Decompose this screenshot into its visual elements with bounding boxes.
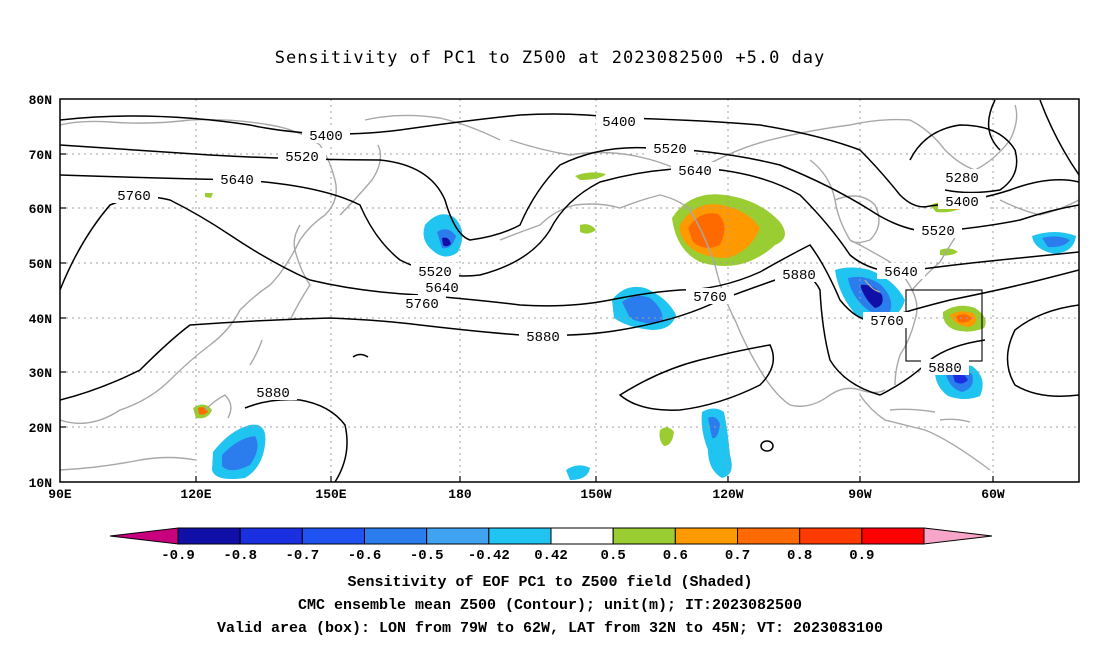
lon-label: 60W: [981, 487, 1005, 502]
latitude-labels: 80N 70N 60N 50N 40N 30N 20N 10N: [29, 93, 52, 491]
lon-label: 120E: [180, 487, 211, 502]
caption-line-3: Valid area (box): LON from 79W to 62W, L…: [216, 620, 884, 637]
lat-label: 60N: [29, 202, 52, 217]
lat-label: 40N: [29, 312, 52, 327]
contour-label-5640: 5640: [884, 265, 918, 281]
contour-label-5640: 5640: [425, 281, 459, 297]
colorbar-label: 0.9: [849, 548, 874, 564]
contour-label-5640: 5640: [678, 164, 712, 180]
map-title: Sensitivity of PC1 to Z500 at 2023082500…: [274, 48, 826, 68]
lat-label: 50N: [29, 257, 52, 272]
lon-label: 90W: [848, 487, 872, 502]
colorbar-swatch: [861, 527, 925, 545]
contour-label-5400: 5400: [945, 195, 979, 211]
colorbar-swatch: [674, 527, 738, 545]
colorbar-swatch: [612, 527, 676, 545]
colorbar-label: 0.42: [534, 548, 568, 564]
colorbar-label: 0.7: [725, 548, 750, 564]
colorbar-swatch: [177, 527, 241, 545]
sensitivity-shading: [193, 172, 1076, 480]
contour-label-5520: 5520: [653, 142, 687, 158]
contour-labels: 5400 5400 5400 5520 5520 5520 5520 5640 …: [110, 113, 986, 402]
colorbar-swatch: [301, 527, 366, 545]
colorbar-label: -0.42: [468, 548, 510, 564]
coastlines: [60, 104, 1079, 471]
colorbar: [109, 527, 993, 545]
colorbar-label: 0.5: [601, 548, 626, 564]
lon-label: 90E: [48, 487, 72, 502]
colorbar-label: -0.8: [223, 548, 257, 564]
contour-label-5280: 5280: [945, 171, 979, 187]
contour-label-5520: 5520: [418, 265, 452, 281]
colorbar-arrow-low: [109, 527, 179, 545]
contour-label-5880: 5880: [256, 386, 290, 402]
lat-label: 20N: [29, 421, 52, 436]
colorbar-swatch: [364, 527, 428, 545]
plot-frame: [59, 98, 1080, 483]
contour-label-5880: 5880: [526, 330, 560, 346]
gridlines: [60, 99, 1079, 482]
colorbar-label: -0.7: [286, 548, 320, 564]
z500-contours: [60, 99, 1079, 482]
colorbar-arrow-high: [923, 527, 993, 545]
contour-label-5520: 5520: [285, 150, 319, 166]
colorbar-swatch: [799, 527, 863, 545]
contour-label-5760: 5760: [693, 290, 727, 306]
caption-line-2: CMC ensemble mean Z500 (Contour); unit(m…: [297, 597, 803, 614]
contour-label-5760: 5760: [117, 189, 151, 205]
colorbar-swatch: [426, 527, 490, 545]
colorbar-label: 0.8: [787, 548, 812, 564]
colorbar-swatch: [239, 527, 303, 545]
colorbar-swatch: [488, 527, 552, 545]
contour-label-5640: 5640: [220, 173, 254, 189]
colorbar-label: -0.6: [348, 548, 382, 564]
colorbar-label: -0.5: [410, 548, 444, 564]
contour-label-5880: 5880: [928, 361, 962, 377]
contour-label-5400: 5400: [309, 129, 343, 145]
contour-label-5520: 5520: [921, 224, 955, 240]
colorbar-swatch: [550, 527, 614, 545]
contour-label-5400: 5400: [602, 115, 636, 131]
lon-label: 120W: [712, 487, 743, 502]
lat-label: 80N: [29, 93, 52, 108]
contour-label-5760: 5760: [405, 297, 439, 313]
contour-label-5760: 5760: [870, 314, 904, 330]
contour-label-5880: 5880: [782, 268, 816, 284]
lat-label: 30N: [29, 366, 52, 381]
longitude-labels: 90E 120E 150E 180 150W 120W 90W 60W: [48, 487, 1005, 502]
lon-label: 150E: [315, 487, 346, 502]
colorbar-label: -0.9: [161, 548, 195, 564]
axis-ticks: [60, 153, 994, 482]
lon-label: 180: [448, 487, 472, 502]
lon-label: 150W: [580, 487, 611, 502]
lat-label: 10N: [29, 476, 52, 491]
colorbar-label: 0.6: [663, 548, 688, 564]
colorbar-swatch: [737, 527, 801, 545]
colorbar-labels: -0.9 -0.8 -0.7 -0.6 -0.5 -0.42 0.42 0.5 0.6 0.7 0.…: [161, 548, 874, 564]
lat-label: 70N: [29, 148, 52, 163]
caption-line-1: Sensitivity of EOF PC1 to Z500 field (Sh…: [347, 574, 753, 591]
